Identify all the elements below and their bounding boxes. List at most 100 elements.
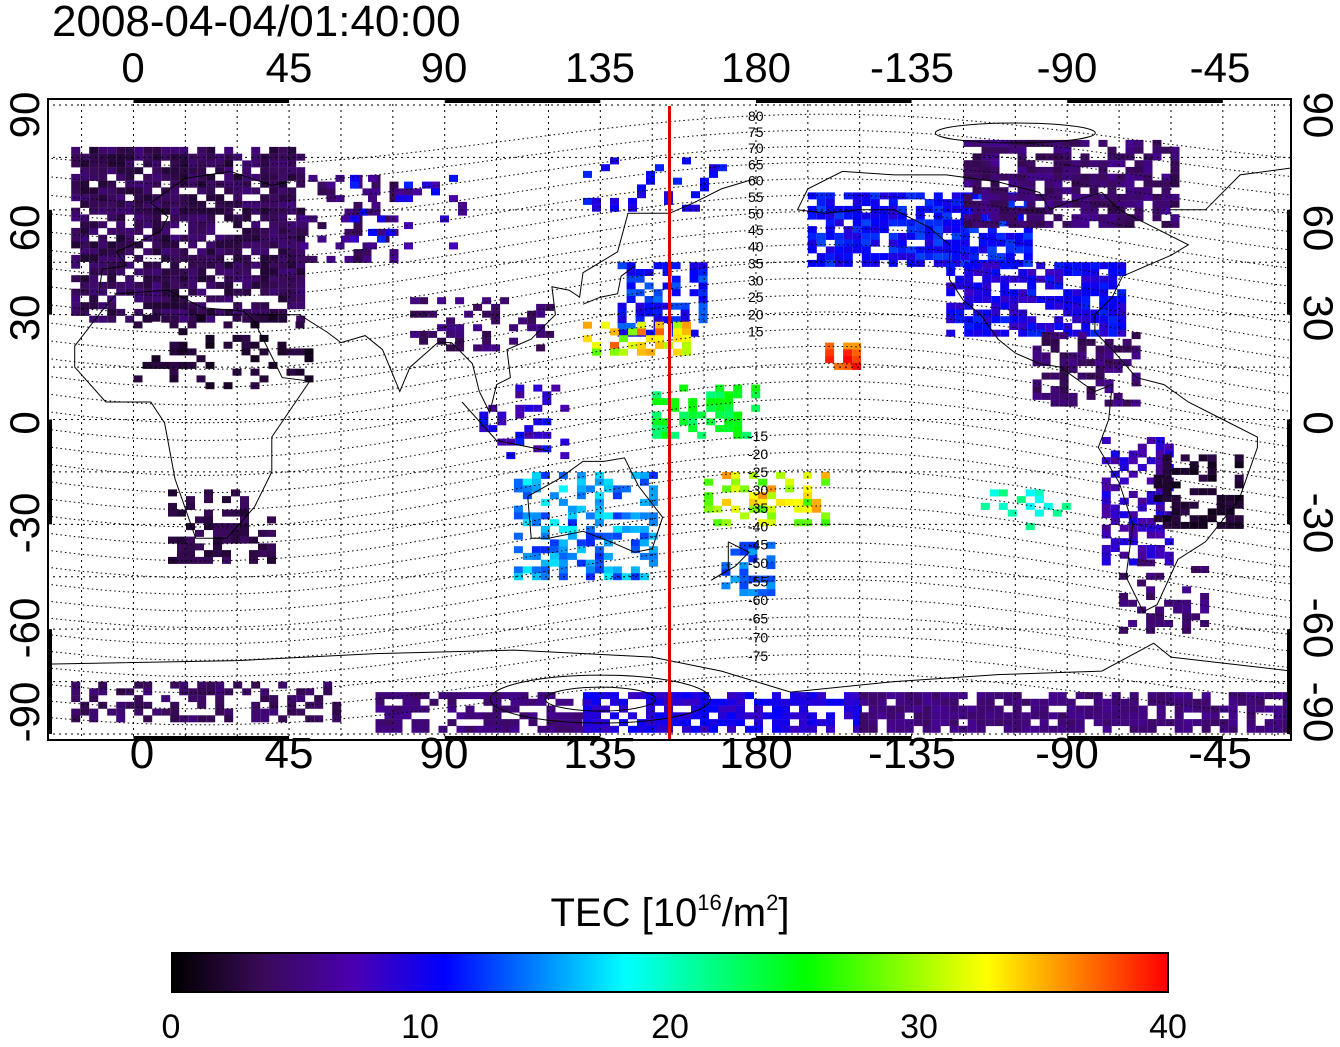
tec-cell [242,228,251,235]
tec-cell [511,706,520,713]
tec-cell [152,289,161,296]
tec-cell [1144,167,1153,174]
tec-cell [170,302,179,309]
tec-cell [1087,393,1096,400]
tec-cell [475,692,484,699]
tec-cell [1036,221,1045,228]
tec-cell [98,174,107,181]
edge-tick [756,98,912,103]
tec-cell [1171,180,1180,187]
tec-cell [682,342,691,349]
tec-cell [934,253,943,260]
tec-cell [1144,153,1153,160]
tec-cell [186,537,195,544]
tec-cell [197,702,206,709]
tec-cell [964,283,973,290]
tec-cell [995,706,1004,713]
tec-cell [457,712,466,719]
tec-cell [673,322,682,329]
tec-cell [152,147,161,154]
tec-cell [1078,359,1087,366]
tec-cell [916,213,925,220]
tec-cell [251,355,260,362]
tec-cell [1162,174,1171,181]
tec-cell [363,249,372,256]
tec-cell [713,506,722,513]
tec-cell [1135,207,1144,214]
tec-cell [649,485,658,492]
tec-cell [177,510,186,517]
tec-cell [1181,522,1190,529]
tec-cell [179,342,188,349]
tec-cell [152,262,161,269]
tec-cell [287,248,296,255]
tec-cell [1111,538,1120,545]
tec-cell [514,479,523,486]
tec-cell [1226,495,1235,502]
tec-cell [161,709,170,716]
tec-cell [224,201,233,208]
tec-cell [134,282,143,289]
tec-cell [1045,221,1054,228]
tec-cell [699,269,708,276]
contour-label: 70 [748,140,764,156]
tec-cell [860,712,869,719]
tec-cell [394,692,403,699]
tec-cell [231,530,240,537]
tec-cell [713,519,722,526]
tec-cell [934,213,943,220]
tec-cell [170,375,179,382]
tec-cell [107,187,116,194]
tec-cell [736,706,745,713]
tec-cell [300,229,309,236]
tec-cell [404,195,413,202]
tec-cell [982,289,991,296]
tec-cell [523,512,532,519]
tec-cell [143,194,152,201]
tec-cell [1000,207,1009,214]
tec-cell [1099,180,1108,187]
tec-cell [197,289,206,296]
tec-cell [300,222,309,229]
tec-cell [1009,194,1018,201]
tec-cell [751,385,760,392]
tec-cell [724,391,733,398]
tec-cell [1018,160,1027,167]
tec-cell [672,262,681,269]
tec-cell [1081,269,1090,276]
tec-cell [473,324,482,331]
tec-cell [1108,303,1117,310]
tec-cell [206,316,215,323]
tec-cell [808,712,817,719]
tec-cell [991,201,1000,208]
tec-cell [785,479,794,486]
tec-cell [222,510,231,517]
tec-cell [1081,262,1090,269]
tec-cell [224,167,233,174]
tec-cell [419,331,428,338]
tec-cell [722,499,731,506]
tec-cell [446,331,455,338]
tec-cell [242,282,251,289]
tec-cell [222,550,231,557]
tec-cell [853,199,862,206]
tec-cell [982,262,991,269]
tec-cell [125,702,134,709]
tec-cell [934,219,943,226]
tec-cell [231,537,240,544]
bottom-lon-label: -45 [1188,732,1252,776]
tec-cell [455,324,464,331]
tec-cell [1217,508,1226,515]
tec-cell [179,348,188,355]
tec-cell [152,268,161,275]
tec-cell [1229,706,1238,713]
colorbar-tick-label: 20 [651,1008,689,1047]
tec-cell [260,688,269,695]
top-lon-label: -45 [1190,46,1251,90]
tec-cell [89,241,98,248]
tec-cell [896,699,905,706]
tec-cell [242,160,251,167]
tec-cell [515,385,524,392]
tec-cell [152,248,161,255]
tec-cell [538,726,547,733]
